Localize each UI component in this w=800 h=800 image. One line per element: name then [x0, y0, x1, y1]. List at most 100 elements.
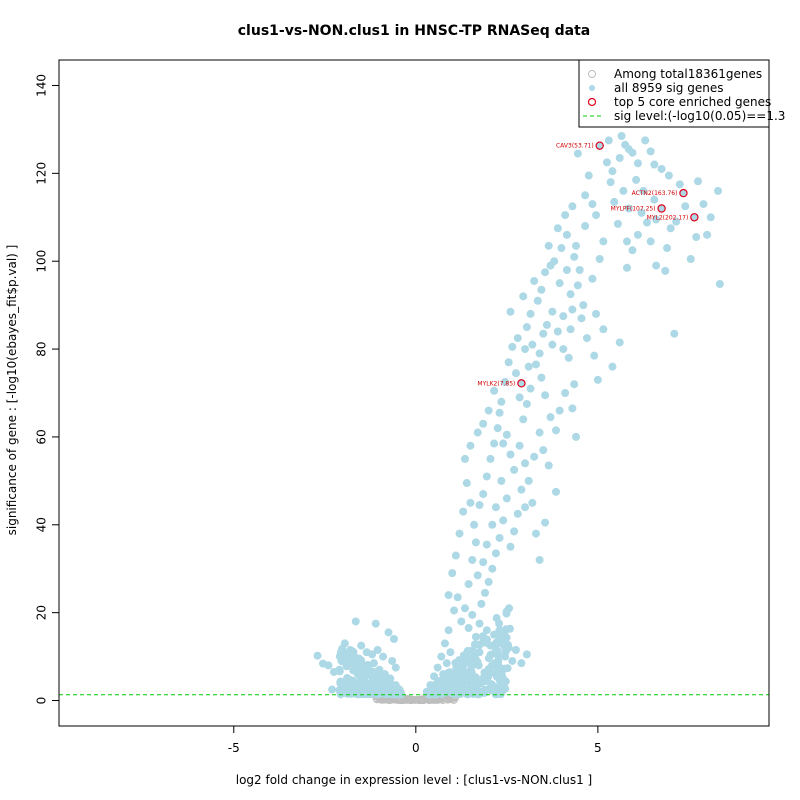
- core-gene-fill: [679, 189, 688, 198]
- sig-point: [502, 609, 511, 618]
- sig-point: [470, 520, 479, 529]
- sig-point: [672, 217, 681, 226]
- sig-point: [652, 215, 661, 224]
- sig-point: [714, 186, 723, 195]
- sig-point: [484, 654, 493, 663]
- sig-point: [552, 426, 560, 435]
- sig-point: [623, 263, 631, 272]
- sig-point: [486, 641, 495, 650]
- sig-point: [570, 380, 579, 389]
- sig-point: [443, 682, 452, 691]
- sig-point: [355, 671, 364, 680]
- sig-point: [521, 345, 530, 354]
- sig-point: [515, 441, 524, 450]
- sig-point: [439, 670, 448, 679]
- sig-point: [460, 604, 469, 613]
- sig-point: [464, 580, 473, 589]
- sig-point: [433, 663, 442, 672]
- sig-point: [491, 503, 500, 512]
- sig-point: [581, 191, 590, 200]
- sig-point: [566, 325, 575, 334]
- sig-point: [511, 645, 520, 654]
- sig-point: [384, 628, 393, 637]
- legend-marker-sig: [589, 85, 595, 91]
- sig-point: [389, 635, 398, 644]
- sig-point: [517, 659, 526, 668]
- sig-point: [349, 688, 358, 697]
- legend-label-core: top 5 core enriched genes: [614, 95, 771, 109]
- sig-point: [646, 237, 655, 246]
- sig-point: [608, 167, 617, 176]
- sig-point: [493, 424, 502, 433]
- sig-point: [375, 678, 384, 687]
- sig-point: [664, 171, 673, 180]
- core-gene-fill: [657, 204, 666, 213]
- sig-point: [491, 549, 500, 558]
- sig-point: [391, 663, 400, 672]
- core-genes: CAV3(53.71) ACTN2(163.76) MYLPF(107.25) MYL…: [477, 141, 699, 388]
- sig-point: [373, 645, 382, 654]
- sig-point: [639, 186, 648, 195]
- sig-point: [528, 340, 537, 349]
- sig-point: [482, 626, 491, 635]
- core-gene-fill: [595, 141, 604, 150]
- sig-point: [451, 551, 460, 560]
- sig-point: [675, 180, 684, 189]
- sig-point: [473, 657, 482, 666]
- sig-point: [548, 307, 557, 316]
- sig-point: [494, 656, 503, 665]
- sig-point: [524, 476, 533, 485]
- sig-point: [361, 689, 370, 698]
- sig-point: [559, 312, 568, 321]
- sig-point: [537, 373, 546, 382]
- sig-point: [504, 358, 513, 367]
- sig-point: [440, 639, 449, 648]
- sig-point: [511, 369, 520, 378]
- sig-point: [371, 619, 380, 628]
- sig-point: [510, 527, 519, 536]
- sig-point: [482, 540, 491, 549]
- sig-point: [463, 647, 472, 656]
- sig-point: [471, 538, 480, 547]
- sig-point: [464, 624, 473, 633]
- sig-point: [495, 408, 504, 417]
- sig-point: [344, 676, 353, 685]
- sig-point: [506, 450, 515, 459]
- sig-point: [593, 375, 602, 384]
- sig-point: [628, 246, 637, 255]
- sig-point: [584, 171, 593, 180]
- sig-point: [579, 301, 588, 310]
- sig-point: [535, 555, 544, 564]
- sig-point: [539, 329, 548, 338]
- sig-point: [526, 309, 535, 318]
- sig-point: [531, 360, 540, 369]
- sig-point: [582, 334, 591, 343]
- chart-title: clus1-vs-NON.clus1 in HNSC-TP RNASeq dat…: [238, 23, 591, 39]
- sig-point: [510, 465, 519, 474]
- sig-point: [495, 629, 504, 638]
- sig-point: [501, 652, 510, 661]
- sig-point: [468, 678, 477, 687]
- sig-point: [572, 241, 581, 250]
- sig-point: [339, 681, 347, 690]
- y-tick-label: 120: [35, 162, 49, 185]
- legend-marker-core: [587, 97, 597, 107]
- nonsig-point: [444, 695, 452, 703]
- sig-point: [681, 202, 690, 211]
- sig-point: [553, 224, 562, 233]
- sig-point: [473, 428, 482, 437]
- sig-point: [650, 160, 659, 169]
- sig-point: [340, 654, 349, 663]
- sig-point: [373, 672, 382, 681]
- sig-point: [588, 200, 597, 209]
- sig-point: [357, 641, 366, 650]
- sig-point: [699, 200, 708, 209]
- sig-point: [446, 648, 455, 657]
- sig-point: [501, 677, 510, 686]
- sig-point: [535, 349, 544, 358]
- sig-point: [488, 564, 497, 573]
- sig-point: [575, 265, 584, 274]
- sig-point: [641, 136, 650, 145]
- sig-point: [544, 461, 553, 470]
- nonsig-point: [414, 696, 423, 705]
